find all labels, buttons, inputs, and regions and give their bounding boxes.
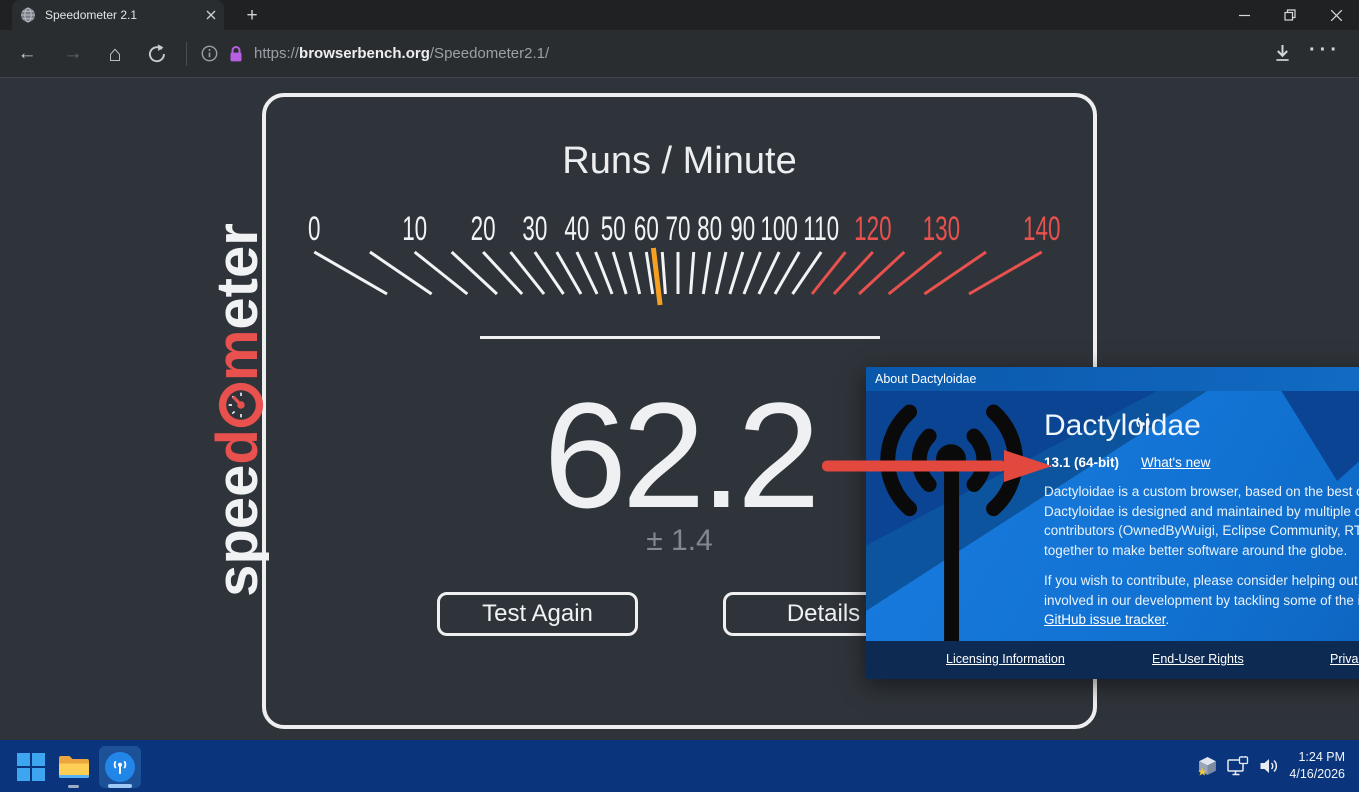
about-dialog-titlebar: About Dactyloidae xyxy=(866,367,1359,391)
toolbar-separator xyxy=(186,41,187,66)
logo-text-m: m xyxy=(204,329,270,382)
new-tab-button[interactable]: + xyxy=(246,5,258,26)
svg-text:80: 80 xyxy=(697,210,722,248)
menu-ellipsis-icon[interactable]: ··· xyxy=(1309,39,1341,61)
svg-text:30: 30 xyxy=(522,210,547,248)
about-dialog-footer: Licensing Information End-User Rights Pr… xyxy=(866,641,1359,679)
svg-text:130: 130 xyxy=(923,210,960,248)
clock[interactable]: 1:24 PM 4/16/2026 xyxy=(1289,749,1345,783)
tab-title: Speedometer 2.1 xyxy=(45,8,138,22)
privacy-link[interactable]: Privacy xyxy=(1330,652,1359,666)
svg-text:140: 140 xyxy=(1023,210,1060,248)
browser-antenna-icon xyxy=(105,752,135,782)
tray-network-icon[interactable] xyxy=(1227,756,1249,776)
github-issue-tracker-link[interactable]: GitHub issue tracker xyxy=(1044,612,1166,627)
browser-antenna-logo-icon xyxy=(876,397,1026,641)
logo-text-spee: spee xyxy=(204,464,270,597)
svg-text:60: 60 xyxy=(634,210,659,248)
address-bar[interactable]: https://browserbench.org/Speedometer2.1/ xyxy=(201,45,1267,63)
back-icon[interactable]: ← xyxy=(17,42,37,64)
page-info-icon[interactable] xyxy=(201,45,218,62)
app-name: Dactyloidae xyxy=(1044,409,1359,443)
licensing-information-link[interactable]: Licensing Information xyxy=(946,652,1065,666)
browser-tab[interactable]: Speedometer 2.1 xyxy=(12,0,224,30)
system-tray: 1:24 PM 4/16/2026 xyxy=(1197,740,1345,792)
logo-text-eter: eter xyxy=(204,223,270,330)
contribute-paragraph: If you wish to contribute, please consid… xyxy=(1044,573,1359,627)
svg-text:70: 70 xyxy=(666,210,691,248)
restore-button[interactable] xyxy=(1267,0,1313,30)
whats-new-link[interactable]: What's new xyxy=(1141,455,1211,470)
start-button[interactable] xyxy=(17,753,45,781)
clock-time: 1:24 PM xyxy=(1298,750,1345,764)
minimize-button[interactable] xyxy=(1221,0,1267,30)
taskbar: 1:24 PM 4/16/2026 xyxy=(0,740,1359,792)
svg-text:40: 40 xyxy=(564,210,589,248)
logo-text-d: d xyxy=(204,429,270,465)
svg-text:100: 100 xyxy=(760,210,797,248)
tab-close-icon[interactable] xyxy=(206,10,216,20)
gauge-divider-line xyxy=(480,336,880,339)
speedometer-logo: spee d m eter xyxy=(199,180,275,640)
browser-taskbar-icon[interactable] xyxy=(99,746,141,788)
forward-icon[interactable]: → xyxy=(63,42,83,64)
svg-text:0: 0 xyxy=(308,210,320,248)
about-paragraph: Dactyloidae is a custom browser, based o… xyxy=(1044,484,1359,558)
mini-antenna-icon xyxy=(1132,402,1154,436)
score-uncertainty: ± 1.4 xyxy=(646,524,713,557)
close-button[interactable] xyxy=(1313,0,1359,30)
svg-text:50: 50 xyxy=(601,210,626,248)
logo-dial-icon xyxy=(218,382,263,428)
reload-icon[interactable] xyxy=(142,39,172,69)
tab-favicon-globe-icon xyxy=(20,7,36,23)
clock-date: 4/16/2026 xyxy=(1289,767,1345,781)
home-icon[interactable]: ⌂ xyxy=(108,40,122,66)
about-dialog-body: Dactyloidae 13.1 (64-bit) What's new xyxy=(866,391,1359,641)
explorer-running-indicator xyxy=(68,785,79,788)
version-text: 13.1 (64-bit) xyxy=(1044,455,1120,470)
about-dialog: About Dactyloidae Dactyloidae xyxy=(866,367,1359,679)
browser-active-indicator xyxy=(108,784,132,788)
url-text[interactable]: https://browserbench.org/Speedometer2.1/ xyxy=(254,45,550,62)
tray-volume-icon[interactable] xyxy=(1258,755,1280,777)
svg-text:120: 120 xyxy=(854,210,891,248)
browser-titlebar: Speedometer 2.1 + xyxy=(0,0,1359,30)
lock-icon[interactable] xyxy=(228,45,244,63)
svg-text:110: 110 xyxy=(803,210,839,248)
window-controls xyxy=(1221,0,1359,30)
details-button[interactable]: Details xyxy=(723,592,924,636)
file-explorer-icon[interactable] xyxy=(58,753,90,786)
gauge: 0 10 20 30 40 50 60 70 80 90 100 110 120 130 140 xyxy=(262,206,1098,320)
download-icon[interactable] xyxy=(1267,39,1297,69)
svg-text:10: 10 xyxy=(402,210,427,248)
test-again-button[interactable]: Test Again xyxy=(437,592,638,636)
tray-cube-icon[interactable] xyxy=(1197,756,1218,777)
about-dialog-content: Dactyloidae 13.1 (64-bit) What's new xyxy=(1044,409,1359,630)
score-value: 62.2 xyxy=(543,371,821,539)
svg-text:90: 90 xyxy=(730,210,755,248)
svg-text:20: 20 xyxy=(471,210,496,248)
annotation-arrow xyxy=(822,450,1052,487)
end-user-rights-link[interactable]: End-User Rights xyxy=(1152,652,1244,666)
page-title: Runs / Minute xyxy=(562,140,797,182)
speedometer-page: spee d m eter Runs / Minute 0 10 20 30 40 50 60 7… xyxy=(0,78,1359,740)
toolbar-right: ··· xyxy=(1267,39,1347,69)
browser-toolbar: ← → ⌂ https://b xyxy=(0,30,1359,78)
